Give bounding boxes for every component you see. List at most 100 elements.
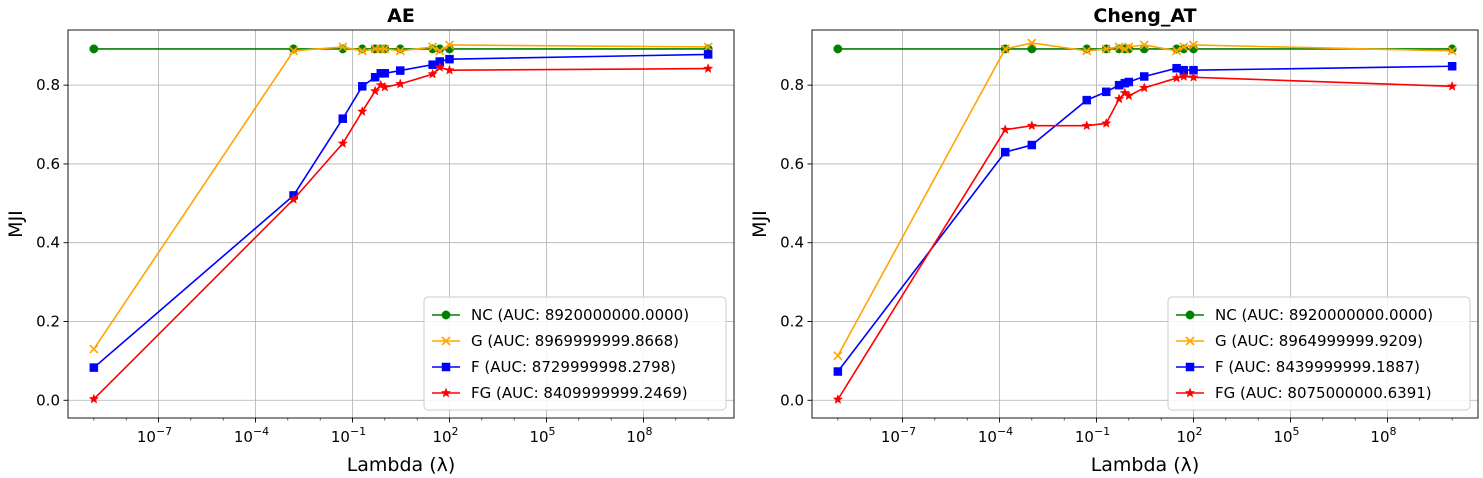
chart-title: AE <box>387 5 415 27</box>
legend-marker <box>1185 310 1195 320</box>
data-point <box>1188 40 1199 50</box>
legend-marker <box>441 310 451 320</box>
data-point <box>1139 40 1149 50</box>
axes-frame <box>811 29 1479 419</box>
legend-marker <box>1185 336 1195 346</box>
x-tick-label: 10−4 <box>978 425 1013 446</box>
data-point <box>379 81 391 92</box>
series-group <box>832 38 1458 404</box>
legend-item: FG (AUC: 8409999999.2469) <box>432 384 688 402</box>
series-f <box>89 50 713 372</box>
data-point <box>1101 87 1111 97</box>
data-point <box>338 114 348 123</box>
legend-item: F (AUC: 8729999998.2798) <box>432 358 676 376</box>
legend-label: G (AUC: 8969999999.8668) <box>471 332 679 350</box>
data-point <box>1027 44 1037 54</box>
legend-label: NC (AUC: 8920000000.0000) <box>1215 306 1433 324</box>
chart-title: Cheng_AT <box>1093 5 1196 27</box>
legend-label: FG (AUC: 8409999999.2469) <box>471 384 688 402</box>
data-point <box>288 46 299 56</box>
data-point <box>1140 72 1149 81</box>
x-tick-label: 10−1 <box>1075 425 1110 446</box>
legend-marker <box>1184 387 1196 398</box>
data-point <box>1026 120 1038 131</box>
axes-frame <box>67 29 735 419</box>
series-fg <box>88 61 714 404</box>
data-point <box>1082 95 1092 105</box>
data-point <box>1124 42 1134 52</box>
data-point <box>1172 63 1181 73</box>
x-tick-label: 10−4 <box>234 425 269 446</box>
data-point <box>1447 46 1457 56</box>
x-tick-label: 10−7 <box>881 425 916 446</box>
data-point <box>380 69 390 78</box>
data-point <box>1000 44 1010 54</box>
data-point <box>376 44 386 54</box>
data-point <box>1114 42 1124 52</box>
y-tick-label: 0.0 <box>36 391 60 409</box>
x-tick-label: 10−1 <box>331 425 366 446</box>
data-point <box>999 124 1011 135</box>
grid <box>68 30 734 418</box>
data-point <box>1027 140 1037 150</box>
data-point <box>395 78 406 89</box>
data-point <box>288 193 299 204</box>
y-tick-label: 0.2 <box>36 312 60 330</box>
data-point <box>88 393 100 404</box>
data-point <box>833 351 843 361</box>
data-point <box>1113 93 1125 104</box>
x-tick-label: 105 <box>529 425 555 446</box>
data-point <box>337 137 349 148</box>
legend-box <box>423 296 727 411</box>
data-point <box>1139 82 1150 93</box>
y-axis-label: MJI <box>749 210 771 238</box>
data-point <box>357 82 367 91</box>
data-point <box>89 363 99 372</box>
x-tick-label: 108 <box>1370 425 1396 446</box>
data-point <box>1172 46 1182 56</box>
data-point <box>1081 120 1093 131</box>
data-point <box>445 54 454 64</box>
data-point <box>444 64 455 75</box>
data-point <box>1100 117 1112 128</box>
data-point <box>703 42 713 52</box>
legend-label: F (AUC: 8439999999.1887) <box>1215 358 1420 376</box>
y-tick-label: 0.0 <box>780 391 804 409</box>
data-point <box>1188 71 1199 82</box>
data-point <box>89 44 99 54</box>
legend-label: F (AUC: 8729999998.2798) <box>471 358 676 376</box>
y-axis-label: MJI <box>5 210 27 238</box>
data-point <box>427 68 438 79</box>
legend-marker <box>441 362 451 372</box>
legend-marker <box>441 336 451 346</box>
y-tick-label: 0.6 <box>36 155 60 173</box>
series-fg <box>832 70 1458 404</box>
legend-label: FG (AUC: 8075000000.6391) <box>1215 384 1432 402</box>
legend-item: F (AUC: 8439999999.1887) <box>1176 358 1420 376</box>
chart-panel-1: 10−7 10−4 10−1 102 105 108 0.0 0.2 0.4 0.6 0.8 AE La… <box>5 5 735 476</box>
data-point <box>833 367 843 376</box>
data-point <box>428 42 438 52</box>
x-tick-label: 102 <box>432 425 458 446</box>
data-point <box>1101 44 1111 54</box>
data-point <box>1171 72 1182 83</box>
legend-item: G (AUC: 8969999999.8668) <box>432 332 679 350</box>
data-point <box>1082 46 1092 56</box>
data-point <box>89 344 99 354</box>
legend-item: G (AUC: 8964999999.9209) <box>1176 332 1423 350</box>
data-point <box>396 66 405 75</box>
legend-item: NC (AUC: 8920000000.0000) <box>1176 306 1433 324</box>
data-point <box>338 42 348 52</box>
legend-item: NC (AUC: 8920000000.0000) <box>432 306 689 324</box>
data-point <box>702 63 714 74</box>
y-tick-label: 0.2 <box>780 312 804 330</box>
legend-box <box>1167 296 1471 411</box>
legend-marker <box>440 387 452 398</box>
x-axis-label: Lambda (λ) <box>347 454 456 476</box>
legend-label: NC (AUC: 8920000000.0000) <box>471 306 689 324</box>
data-point <box>435 46 445 56</box>
data-point <box>1447 61 1457 71</box>
x-axis-label: Lambda (λ) <box>1091 454 1200 476</box>
data-point <box>1178 70 1190 81</box>
